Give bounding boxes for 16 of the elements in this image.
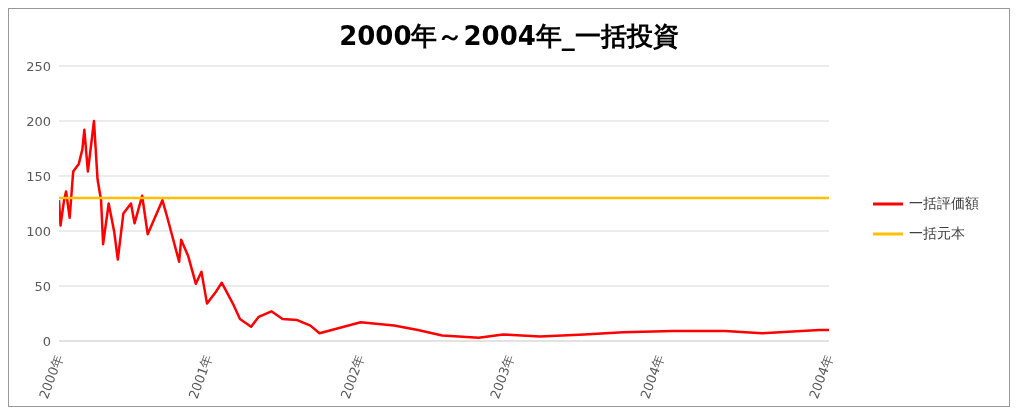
x-tick-label: 2004年 [806,352,837,401]
y-tick-label: 0 [42,333,51,349]
chart-title: 2000年～2004年_一括投資 [339,21,679,51]
legend-label: 一括評価額 [909,195,979,213]
x-tick-label: 2002年 [337,352,368,401]
y-tick-label: 150 [26,168,51,184]
line-series [59,119,829,339]
x-tick-label: 2001年 [185,352,216,401]
y-tick-label: 50 [34,278,51,294]
x-tick-label: 2000年 [36,352,67,401]
legend-label: 一括元本 [909,225,965,243]
y-tick-label: 100 [26,223,51,239]
y-tick-label: 200 [26,113,51,129]
x-tick-label: 2004年 [637,352,668,401]
x-tick-label: 2003年 [487,352,518,401]
y-tick-label: 250 [26,58,51,74]
